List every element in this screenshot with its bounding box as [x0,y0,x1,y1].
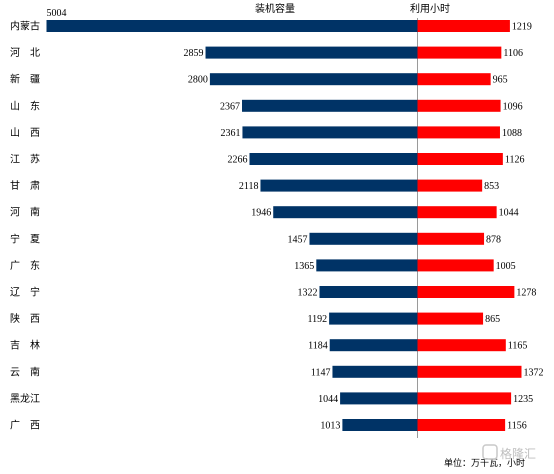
utilization-bar [417,99,501,112]
utilization-bar [417,419,506,431]
capacity-value-label: 1457 [287,234,307,245]
capacity-bar [46,20,418,32]
utilization-value-label: 853 [484,181,499,192]
category-label: 云 南 [10,365,40,378]
capacity-bar [205,46,418,59]
utilization-bar [417,73,491,86]
capacity-value-label: 1322 [297,288,317,299]
capacity-bar [242,99,418,112]
watermark: 格隆汇 [482,444,536,461]
category-label: 黑龙江 [10,392,40,405]
capacity-value-label: 2367 [220,101,240,112]
unit-label: 单位：万千瓦，小时 [444,457,525,469]
category-label: 辽 宁 [10,286,40,299]
capacity-value-label: 1147 [311,367,331,378]
header-utilization-hours: 利用小时 [410,3,450,15]
category-label: 河 北 [10,47,40,59]
utilization-value-label: 1156 [507,421,527,432]
capacity-value-label: 1013 [320,421,340,432]
utilization-bar [417,365,522,378]
capacity-bar [329,339,418,352]
capacity-value-label: 1946 [251,208,271,219]
capacity-value-label: 2859 [184,48,204,59]
utilization-value-label: 1278 [516,288,536,299]
utilization-bar [417,339,506,352]
capacity-bar [342,419,418,431]
capacity-value-label: 1044 [318,394,338,405]
category-label: 河 南 [10,206,40,219]
category-label: 江 苏 [10,153,40,166]
utilization-value-label: 1126 [505,155,525,166]
chart-rows: 内蒙古 5004 1219 河 北 2859 1106 新 疆 2800 965 山 东 2367 1… [10,8,544,432]
capacity-value-label: 1192 [307,314,327,325]
capacity-bar [309,232,418,245]
utilization-value-label: 878 [486,234,501,245]
category-label: 内蒙古 [10,20,40,33]
category-label: 甘 肃 [10,179,40,192]
category-label: 新 疆 [10,73,40,86]
capacity-bar [273,206,418,219]
capacity-value-label: 5004 [47,8,67,19]
header-capacity: 装机容量 [255,2,295,15]
utilization-bar [417,20,510,32]
category-label: 宁 夏 [10,232,40,245]
utilization-bar [417,286,515,298]
capacity-value-label: 2361 [220,128,240,139]
category-label: 广 东 [10,259,40,272]
utilization-value-label: 1106 [503,48,523,59]
watermark-text: 格隆汇 [500,446,536,461]
capacity-value-label: 1365 [294,261,314,272]
utilization-value-label: 965 [493,75,508,86]
utilization-bar [417,126,500,139]
capacity-bar [340,392,418,405]
utilization-value-label: 1219 [512,22,532,33]
capacity-bar [249,153,418,165]
capacity-bar [209,73,418,86]
category-label: 山 西 [10,127,40,139]
capacity-value-label: 2118 [239,181,259,192]
category-label: 山 东 [10,99,40,112]
utilization-bar [417,259,494,272]
capacity-bar [242,126,418,139]
capacity-value-label: 1184 [308,341,328,352]
utilization-value-label: 865 [485,314,500,325]
utilization-bar [417,153,503,165]
capacity-bar [329,312,418,325]
utilization-bar [417,392,512,405]
utilization-value-label: 1235 [513,394,533,405]
utilization-value-label: 1165 [508,341,528,352]
category-label: 广 西 [10,420,40,432]
capacity-value-label: 2266 [227,155,247,166]
utilization-bar [417,232,485,245]
capacity-bar [316,259,418,272]
utilization-value-label: 1088 [502,128,522,139]
utilization-bar [417,46,502,59]
capacity-bar [260,179,418,192]
utilization-bar [417,179,483,192]
watermark-logo-icon [482,444,498,460]
utilization-value-label: 1044 [499,208,519,219]
capacity-bar [319,286,418,298]
utilization-value-label: 1005 [496,261,516,272]
capacity-bar [332,365,418,378]
utilization-bar [417,312,484,325]
utilization-value-label: 1372 [524,367,544,378]
category-label: 吉 林 [10,339,40,352]
category-label: 陕 西 [10,312,40,325]
capacity-value-label: 2800 [188,75,208,86]
utilization-bar [417,206,497,219]
utilization-value-label: 1096 [503,101,523,112]
